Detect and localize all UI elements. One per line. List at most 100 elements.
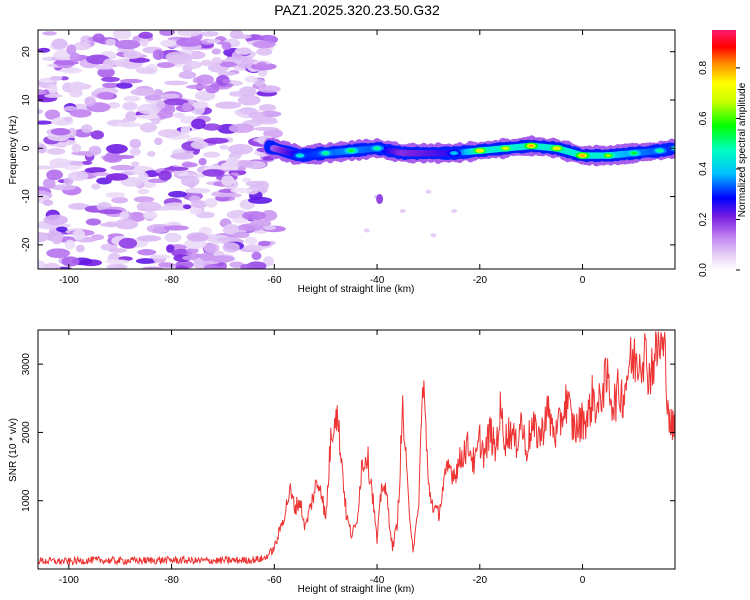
heatmap-noise-blob — [217, 236, 240, 242]
heatmap-noise-blob — [166, 244, 175, 253]
heatmap-noise-blob — [137, 188, 150, 195]
heatmap-noise-blob — [133, 196, 155, 203]
snr-x-axis: -100 -80 -60 -40 -20 0 — [59, 330, 586, 586]
heatmap-faint-spot — [451, 209, 458, 214]
heatmap-noise-blob — [64, 239, 76, 250]
heatmap-noise-blob — [173, 112, 186, 119]
snr-y-axis: 1000 2000 3000 — [21, 353, 675, 512]
heatmap-noise-blob — [119, 78, 143, 84]
heatmap-noise-blob — [136, 235, 162, 242]
heatmap-ridge-peak — [297, 154, 303, 157]
heatmap-noise-blob — [112, 30, 132, 40]
heatmap-ridge-peak — [554, 146, 560, 150]
heatmap-noise-blob — [250, 219, 272, 228]
heatmap-noise-blob — [137, 103, 161, 115]
heatmap-y-tick-label: 20 — [21, 46, 32, 58]
heatmap-noise-blob — [135, 114, 160, 119]
heatmap-ridge-peak — [605, 154, 611, 157]
heatmap-noise-blob — [42, 31, 57, 36]
heatmap-ridge-peak — [348, 149, 354, 153]
heatmap-noise-blob — [118, 237, 138, 249]
heatmap-noise-blob — [139, 122, 157, 133]
snr-x-tick-label: 0 — [580, 575, 586, 586]
heatmap-noise-blob — [181, 162, 198, 168]
heatmap-noise-blob — [168, 190, 188, 198]
heatmap-noise-blob — [203, 243, 220, 253]
heatmap-noise-blob — [200, 59, 214, 67]
heatmap-noise-blob — [181, 102, 193, 112]
heatmap-noise-blob — [154, 137, 163, 146]
heatmap-noise-blob — [244, 236, 258, 245]
heatmap-noise-blob — [114, 218, 139, 230]
heatmap-noise-blob — [135, 67, 156, 74]
snr-y-label: SNR (10 * v/v) — [8, 418, 19, 482]
heatmap-noise-blob — [257, 85, 281, 93]
heatmap-noise-blob — [200, 31, 219, 37]
snr-panel: -100 -80 -60 -40 -20 0 1000 2000 3000 Height of… — [8, 329, 676, 595]
heatmap-noise-blob — [90, 130, 105, 140]
heatmap-noise-blob — [96, 177, 112, 185]
heatmap-noise-blob — [38, 120, 53, 125]
heatmap-noise-blob — [203, 151, 221, 158]
heatmap-noise-blob — [241, 211, 267, 221]
heatmap-noise-blob — [69, 109, 92, 118]
heatmap-noise-blob — [237, 166, 246, 171]
heatmap-noise-blob — [232, 231, 250, 239]
heatmap-noise-blob — [44, 93, 63, 98]
heatmap-noise-blob — [204, 197, 218, 208]
heatmap-noise-blob — [38, 165, 56, 170]
heatmap-noise-blob — [97, 67, 115, 78]
heatmap-noise-blob — [69, 52, 81, 62]
heatmap-y-tick-label: -20 — [21, 237, 32, 252]
heatmap-noise-blob — [222, 78, 231, 84]
heatmap-noise-blob — [191, 118, 206, 130]
heatmap-noise-blob — [123, 95, 141, 102]
snr-series-line — [38, 331, 675, 566]
heatmap-noise-blob — [219, 61, 238, 68]
heatmap-noise-blob — [56, 226, 68, 233]
heatmap-noise-blob — [186, 247, 199, 254]
heatmap-noise-blob — [138, 31, 153, 39]
heatmap-noise-blob — [114, 39, 141, 50]
heatmap-noise-blob — [68, 171, 89, 181]
heatmap-faint-spot — [363, 228, 370, 233]
heatmap-noise-blob — [176, 30, 202, 37]
heatmap-signal-ridge — [263, 135, 675, 167]
heatmap-noise-blob — [195, 211, 215, 219]
colorbar-tick-label: 0.8 — [698, 61, 709, 75]
heatmap-noise-blob — [51, 235, 63, 245]
heatmap-noise-blob — [243, 244, 266, 251]
heatmap-noise-blob — [186, 232, 209, 242]
heatmap-noise-blob — [117, 122, 142, 128]
heatmap-noise-blob — [128, 57, 151, 63]
colorbar-gradient — [712, 30, 736, 270]
heatmap-noise-blob — [147, 150, 156, 157]
heatmap-x-axis: -100 -80 -60 -40 -20 0 — [59, 30, 586, 286]
heatmap-noise-blob — [209, 255, 236, 263]
snr-background — [38, 330, 675, 569]
heatmap-noise-blob — [162, 104, 176, 115]
heatmap-noise-blob — [91, 183, 101, 190]
heatmap-noise-blob — [71, 143, 82, 153]
heatmap-noise-blob — [101, 76, 120, 83]
heatmap-noise-blob — [211, 48, 222, 55]
heatmap-x-tick-label: -60 — [267, 275, 282, 286]
heatmap-noise-blob — [110, 164, 135, 171]
heatmap-ridge-peak — [580, 154, 586, 157]
heatmap-x-tick-label: -20 — [473, 275, 488, 286]
heatmap-noise-blob — [96, 91, 115, 100]
heatmap-noise-blob — [234, 47, 252, 55]
heatmap-ridge-peak — [323, 151, 329, 155]
heatmap-noise-blob — [84, 96, 96, 107]
heatmap-noise-blob — [228, 123, 255, 134]
heatmap-noise-blob — [229, 91, 245, 97]
heatmap-noise-blob — [257, 118, 278, 125]
heatmap-noise-blob — [61, 256, 80, 267]
heatmap-noise-blob — [229, 261, 244, 268]
heatmap-noise-blob — [125, 111, 137, 122]
heatmap-noise-blob — [49, 75, 63, 81]
heatmap-noise-blob — [46, 248, 71, 258]
snr-x-tick-label: -20 — [473, 575, 488, 586]
